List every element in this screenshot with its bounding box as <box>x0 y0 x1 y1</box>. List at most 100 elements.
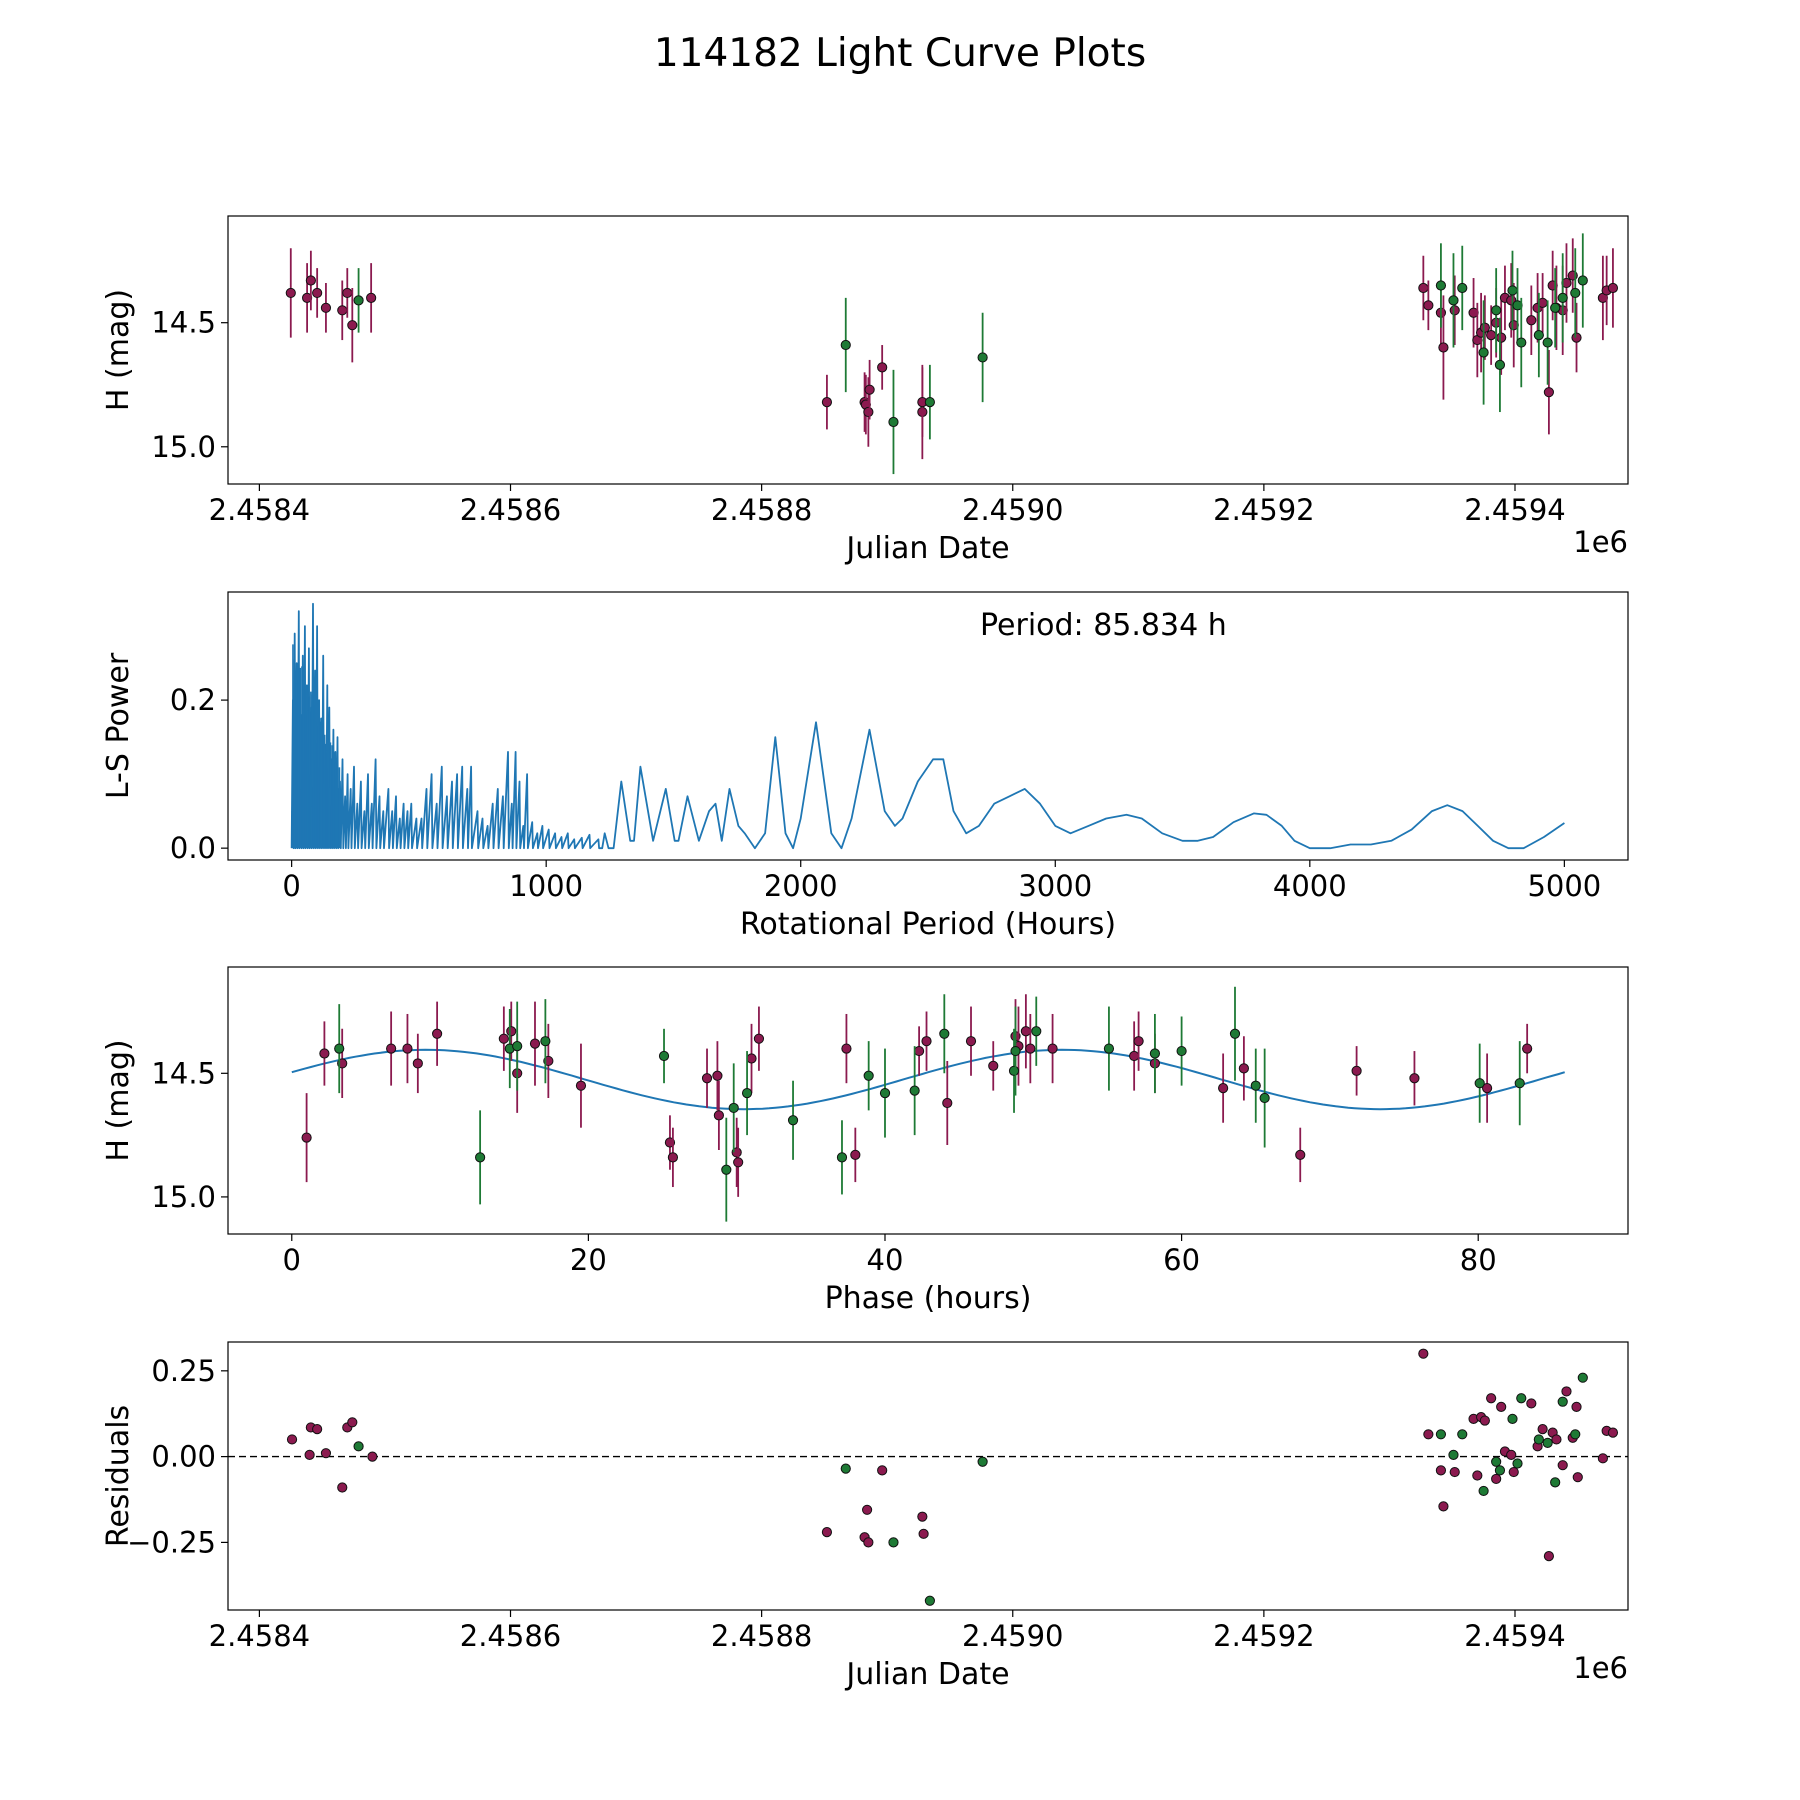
data-point <box>1259 1092 1270 1104</box>
y-tick-label: 0.25 <box>151 1354 216 1388</box>
data-point <box>1438 342 1449 353</box>
data-point <box>918 1528 929 1539</box>
data-point <box>1516 1393 1527 1404</box>
x-axis-label: Julian Date <box>844 531 1009 566</box>
data-point <box>1506 1449 1517 1460</box>
data-point <box>1491 305 1502 316</box>
data-point <box>304 1449 315 1460</box>
x-tick-label: 2.4594 <box>1464 493 1565 527</box>
data-point <box>506 1026 517 1037</box>
series-g <box>353 233 1588 475</box>
data-point <box>1542 337 1553 348</box>
x-tick-label: 4000 <box>1273 869 1347 903</box>
data-point <box>1423 300 1434 311</box>
y-tick-label: 15.0 <box>151 430 216 464</box>
series-r <box>286 1348 1619 1562</box>
data-point <box>367 1451 378 1462</box>
data-point <box>1607 282 1619 294</box>
data-point <box>1577 275 1588 286</box>
data-point <box>1496 332 1507 343</box>
data-point <box>1474 1078 1485 1089</box>
data-point <box>1149 1048 1161 1059</box>
y-axis-label: L-S Power <box>101 652 136 799</box>
data-point <box>1250 1080 1261 1091</box>
data-point <box>1507 1413 1518 1424</box>
x-tick-label: 2.4588 <box>711 1619 812 1653</box>
x-tick-label: 2000 <box>764 869 838 903</box>
data-point <box>1514 1078 1525 1089</box>
data-point <box>1020 1026 1031 1037</box>
data-point <box>320 1448 332 1459</box>
data-point <box>1482 1083 1493 1094</box>
data-point <box>366 292 377 303</box>
data-point <box>924 1595 935 1606</box>
phase-folded-panel: 0 20 40 60 80 15.0 14.5 Phase (hours) H (mag) <box>101 966 1629 1316</box>
data-point <box>402 1043 413 1054</box>
y-tick-label: −0.25 <box>127 1525 216 1559</box>
data-point <box>977 352 988 363</box>
y-tick-label: 14.5 <box>151 306 216 340</box>
data-point <box>988 1060 999 1071</box>
data-point <box>877 362 888 373</box>
x-tick-label: 3000 <box>1018 869 1092 903</box>
x-tick-label: 2.4590 <box>962 493 1063 527</box>
y-axis-label: Residuals <box>101 1405 136 1547</box>
data-point <box>888 416 899 428</box>
data-point <box>1449 1466 1460 1478</box>
data-point <box>1418 282 1429 294</box>
data-point <box>821 397 833 408</box>
data-point <box>1238 1063 1249 1074</box>
data-point <box>1103 1043 1115 1054</box>
data-point <box>667 1152 679 1163</box>
data-point <box>412 1058 423 1069</box>
data-point <box>1031 1026 1042 1037</box>
data-point <box>1491 1456 1502 1467</box>
data-point <box>1457 282 1468 294</box>
data-point <box>1508 1466 1519 1478</box>
data-point <box>917 1511 928 1522</box>
data-point <box>1010 1045 1021 1057</box>
data-point <box>721 1164 732 1175</box>
data-point <box>529 1038 541 1049</box>
data-point <box>1516 337 1527 348</box>
data-point <box>575 1080 587 1091</box>
x-tick-label: 20 <box>570 1243 607 1277</box>
data-point <box>863 406 874 418</box>
y-tick-label: 0.00 <box>151 1440 216 1474</box>
data-point <box>909 1085 920 1096</box>
data-point <box>1570 1429 1581 1440</box>
x-tick-label: 2.4586 <box>460 493 561 527</box>
data-point <box>914 1045 925 1057</box>
data-point <box>312 1424 323 1435</box>
data-point <box>728 1102 739 1114</box>
x-tick-label: 1000 <box>509 869 583 903</box>
data-point <box>1543 387 1554 398</box>
data-point <box>353 1441 364 1452</box>
data-point <box>1409 1073 1420 1084</box>
data-point <box>1435 1465 1447 1476</box>
data-point <box>1570 287 1581 299</box>
data-point <box>342 287 353 299</box>
data-point <box>850 1149 861 1160</box>
residuals-panel: 2.4584 2.4586 2.4588 2.4590 2.4592 2.4594 0.25… <box>101 1341 1629 1692</box>
data-point <box>1133 1036 1144 1047</box>
data-point <box>787 1115 799 1126</box>
data-point <box>305 275 316 286</box>
data-point <box>1537 1424 1548 1435</box>
data-point <box>540 1036 551 1047</box>
axes-frame <box>227 966 1629 1235</box>
data-point <box>1526 315 1537 326</box>
data-point <box>286 1434 298 1445</box>
data-point <box>1607 1427 1619 1438</box>
periodogram-dense-region <box>291 644 342 849</box>
data-point <box>1494 359 1506 370</box>
data-point <box>1449 305 1460 316</box>
x-tick-label: 5000 <box>1527 869 1601 903</box>
data-point <box>1478 1485 1489 1497</box>
data-point <box>942 1097 953 1109</box>
data-point <box>658 1050 670 1062</box>
x-axis-label: Phase (hours) <box>825 1281 1032 1316</box>
data-point <box>821 1527 833 1538</box>
data-point <box>1479 1415 1490 1426</box>
y-axis-label: H (mag) <box>101 1039 136 1161</box>
